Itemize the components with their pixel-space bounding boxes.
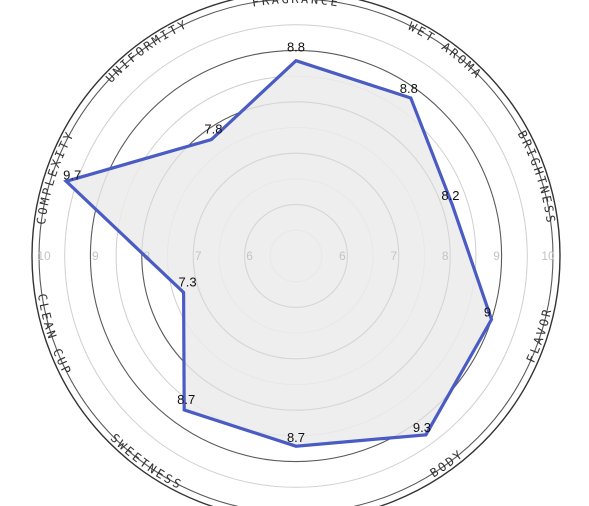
category-label-uniformity: UNIFORMITY	[100, 13, 192, 87]
value-label-wet-aroma: 8.8	[400, 81, 418, 96]
value-label-clean-cup: 7.3	[179, 275, 197, 290]
category-label-clean-cup: CLEAN CUP	[31, 291, 75, 380]
tick-label-right-10: 10	[541, 249, 555, 263]
data-area	[66, 60, 492, 447]
value-label-uniformity: 7.8	[204, 122, 222, 137]
tick-label-right-6: 6	[339, 249, 346, 263]
value-label-body: 9.3	[413, 420, 431, 435]
tick-label-left-6: 6	[246, 249, 253, 263]
grid-ring-10	[38, 0, 554, 506]
value-label-sweetness: 8.7	[177, 392, 195, 407]
category-label-wet-aroma: WET AROMA	[404, 16, 488, 83]
value-label-complexity: 9.7	[63, 167, 81, 182]
value-label-brightness: 8.2	[441, 188, 459, 203]
category-label-fragrance: FRAGRANCE	[251, 0, 341, 10]
category-label-body: BODY	[427, 446, 467, 481]
tick-label-right-8: 8	[442, 249, 449, 263]
outer-ring	[31, 0, 561, 506]
category-label-brightness: BRIGHTNESS	[514, 127, 563, 228]
value-label-finish: 8.7	[287, 430, 305, 445]
tick-label-right-9: 9	[493, 249, 500, 263]
tick-label-left-10: 10	[37, 249, 51, 263]
tick-label-left-9: 9	[92, 249, 99, 263]
category-label-sweetness: SWEETNESS	[106, 430, 187, 496]
grid-ring-9-5	[64, 24, 528, 488]
value-label-fragrance: 8.8	[287, 40, 305, 55]
value-label-flavor: 9	[484, 305, 491, 320]
category-label-flavor: FLAVOR	[523, 304, 556, 365]
tick-label-left-7: 7	[195, 249, 202, 263]
data-line	[63, 58, 494, 448]
tick-label-right-7: 7	[390, 249, 397, 263]
grid-ring-9	[89, 49, 503, 463]
value-labels: 8.8 8.8 8.2 9 9.3 8.7 8.7 7.3 9.7 7.8	[63, 40, 491, 446]
